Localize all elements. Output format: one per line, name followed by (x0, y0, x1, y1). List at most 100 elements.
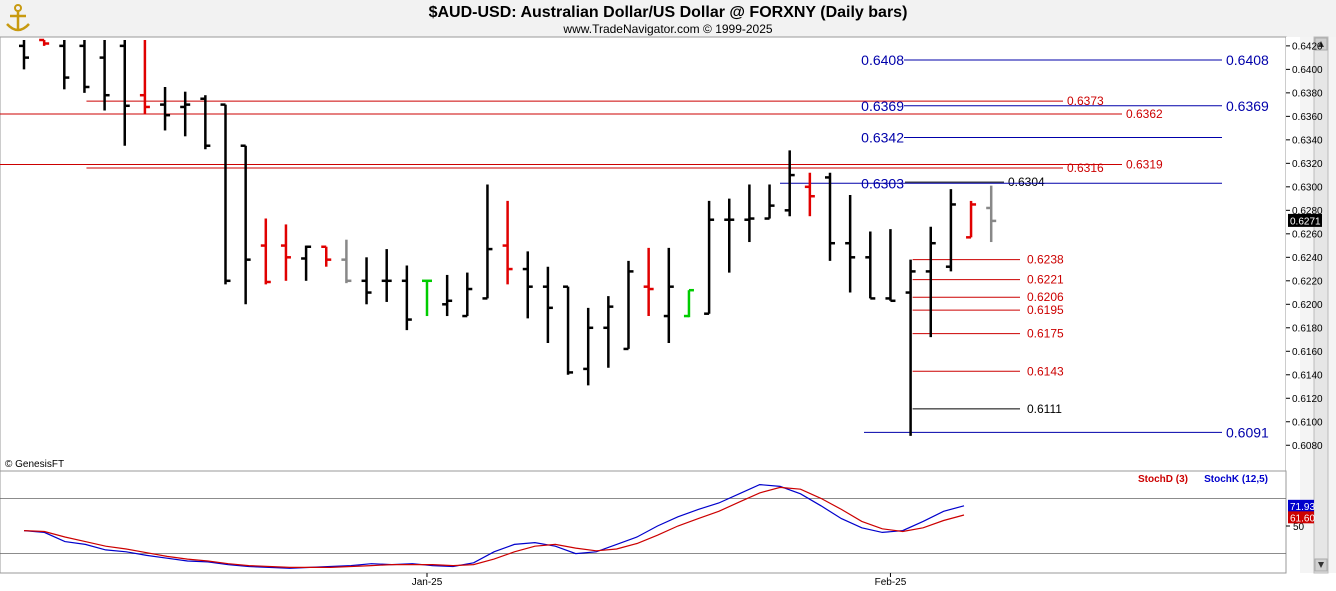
stoch-panel (0, 470, 1287, 574)
scroll-down-arrow-icon (1318, 562, 1324, 568)
y-tick-label: 0.6080 (1292, 441, 1323, 452)
ohlc-bar (563, 285, 574, 375)
ohlc-bar (99, 40, 110, 111)
ohlc-bar (361, 257, 372, 305)
level-label: 0.6221 (1027, 273, 1064, 287)
ohlc-bar (301, 245, 312, 281)
y-tick-label: 0.6360 (1292, 112, 1323, 123)
stochk-value-box (1288, 499, 1314, 512)
stochd-value: 61.60 (1290, 513, 1315, 524)
header-band (0, 0, 1336, 37)
ohlc-bar (885, 229, 896, 303)
ohlc-bar (663, 247, 674, 344)
y-tick-label: 0.6240 (1292, 253, 1323, 264)
ohlc-bar (784, 150, 795, 217)
ohlc-bar (321, 245, 332, 267)
level-label: 0.6303 (861, 175, 904, 191)
chart-subtitle: www.TradeNavigator.com © 1999-2025 (562, 22, 772, 36)
watermark: © GenesisFT (5, 459, 64, 470)
y-tick-label: 0.6300 (1292, 182, 1323, 193)
level-label: 0.6342 (861, 129, 904, 145)
ohlc-bar (381, 249, 392, 302)
ohlc-bar (180, 91, 191, 137)
stochk-line (23, 483, 965, 569)
ohlc-bar (240, 144, 251, 305)
y-tick-label: 0.6280 (1292, 206, 1323, 217)
y-tick-label: 0.6200 (1292, 300, 1323, 311)
x-tick-label: Feb-25 (875, 577, 907, 588)
ohlc-bar (986, 185, 997, 243)
y-tick-label: 0.6320 (1292, 159, 1323, 170)
y-tick-label: 0.6100 (1292, 417, 1323, 428)
level-label: 0.6143 (1027, 364, 1064, 378)
ohlc-bar (59, 40, 70, 90)
ohlc-bar (422, 279, 432, 317)
level-label: 0.6206 (1027, 290, 1064, 304)
ohlc-bar (925, 226, 936, 338)
ohlc-bar (542, 266, 553, 344)
anchor-logo-icon (6, 4, 30, 32)
ohlc-bar (220, 103, 231, 285)
ohlc-bar (603, 296, 614, 368)
level-label: 0.6304 (1008, 175, 1045, 189)
price-bars (19, 38, 997, 436)
stoch-tick-label: 50 (1293, 522, 1305, 533)
ohlc-bar (79, 40, 90, 93)
ohlc-bar (724, 198, 735, 273)
x-tick-label: Jan-25 (412, 577, 443, 588)
ohlc-bar (280, 224, 291, 281)
y-tick-label: 0.6260 (1292, 229, 1323, 240)
ohlc-bar (643, 247, 654, 317)
ohlc-bar (804, 172, 815, 217)
ohlc-bar (704, 200, 715, 315)
level-label: 0.6362 (1126, 107, 1163, 121)
price-levels: 0.6408 0.6408 0.6373 0.6369 0.6369 0.6362 0.63… (0, 52, 1269, 440)
ohlc-bar (905, 259, 916, 436)
chart-title: $AUD-USD: Australian Dollar/US Dollar @ … (429, 4, 908, 21)
level-label: 0.6408 (861, 52, 904, 68)
ohlc-bar (139, 40, 150, 115)
ohlc-bar (160, 86, 171, 131)
vertical-scrollbar[interactable] (1313, 36, 1329, 574)
ohlc-bar (341, 239, 352, 284)
stochd-line (23, 486, 965, 569)
level-label: 0.6238 (1027, 253, 1064, 267)
y-tick-label: 0.6140 (1292, 370, 1323, 381)
level-label: 0.6175 (1027, 327, 1064, 341)
x-axis: Jan-25 Feb-25 (412, 573, 907, 588)
level-label: 0.6369 (861, 98, 904, 114)
ohlc-bar (845, 195, 856, 293)
ohlc-bar (744, 184, 755, 243)
level-label: 0.6319 (1126, 158, 1163, 172)
last-price-box (1288, 213, 1322, 227)
y-tick-label: 0.6380 (1292, 88, 1323, 99)
y-tick-label: 0.6400 (1292, 65, 1323, 76)
ohlc-bar (442, 274, 453, 317)
ohlc-bar (119, 40, 130, 146)
y-axis-tick-area (1286, 37, 1300, 573)
last-price-label: 0.6271 (1290, 216, 1321, 227)
scroll-up-arrow-icon (1318, 41, 1324, 47)
ohlc-bar (583, 307, 594, 386)
ohlc-bar (825, 172, 835, 261)
legend-stochd: StochD (3) (1138, 474, 1188, 485)
stochk-value: 71.93 (1290, 502, 1315, 513)
ohlc-bar (683, 288, 694, 318)
price-panel (0, 36, 1287, 472)
ohlc-bar (39, 38, 50, 46)
level-label: 0.6316 (1067, 161, 1104, 175)
y-tick-label: 0.6180 (1292, 323, 1323, 334)
ohlc-bar (462, 272, 473, 318)
y-tick-label: 0.6420 (1292, 41, 1323, 52)
ohlc-bar (482, 184, 493, 300)
ohlc-bar (522, 251, 533, 319)
ohlc-bar (260, 218, 271, 285)
level-label: 0.6111 (1027, 402, 1062, 416)
ohlc-bar (502, 200, 513, 285)
last-price-tag: 0.6271 (1288, 213, 1322, 227)
y-tick-label: 0.6220 (1292, 276, 1323, 287)
ohlc-bar (764, 184, 775, 220)
price-y-axis: 0.6420 0.6400 0.6380 0.6360 0.6340 0.6320 0.63… (1286, 41, 1323, 452)
